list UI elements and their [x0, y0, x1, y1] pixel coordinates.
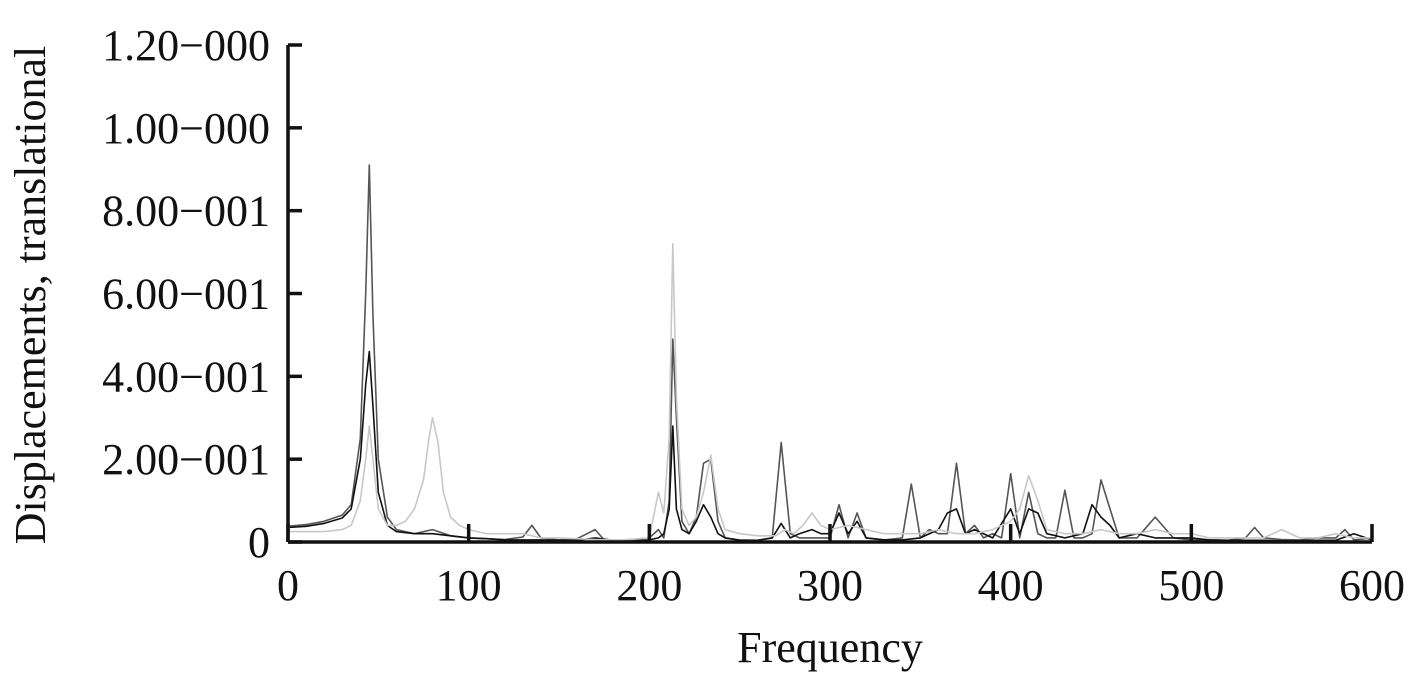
x-tick-label: 100 [436, 561, 502, 610]
y-tick-label: 1.20−000 [102, 21, 270, 70]
series-line-3 [288, 243, 1372, 541]
y-tick-label: 2.00−001 [102, 435, 270, 484]
series-line-2 [287, 350, 1373, 542]
x-tick-label: 300 [797, 561, 863, 610]
x-tick-label: 600 [1339, 561, 1405, 610]
axes-layer: 0 2.00−001 4.00−001 6.00−001 8.00−001 1.00−00… [102, 21, 1405, 610]
x-tick-label: 500 [1158, 561, 1224, 610]
series-layer [287, 164, 1373, 542]
series-line-1 [287, 164, 1373, 542]
y-tick-label: 4.00−001 [102, 352, 270, 401]
x-axis-title: Frequency [737, 623, 923, 672]
x-tick-label: 200 [616, 561, 682, 610]
y-tick-label: 8.00−001 [102, 187, 270, 236]
y-tick-label: 6.00−001 [102, 270, 270, 319]
x-tick-label: 0 [277, 561, 299, 610]
y-axis-title: Displacements, translational [6, 46, 55, 545]
y-tick-label: 1.00−000 [102, 104, 270, 153]
x-tick-label: 400 [978, 561, 1044, 610]
y-tick-label: 0 [248, 518, 270, 567]
